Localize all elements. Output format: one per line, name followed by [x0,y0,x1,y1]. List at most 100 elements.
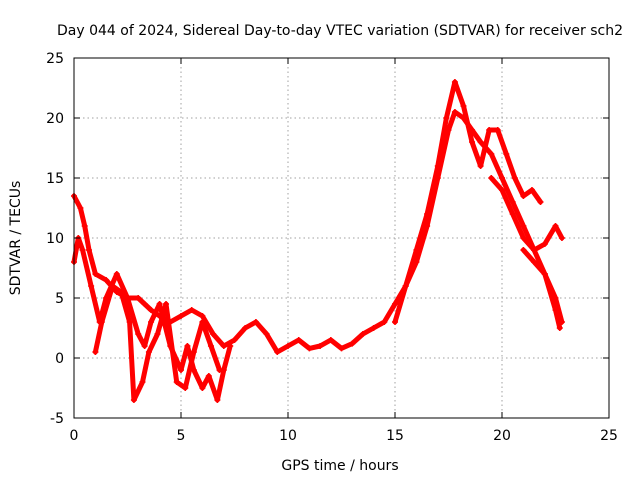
data-point-marker [178,367,184,373]
x-tick-label: 0 [70,428,79,444]
axis-layer: 0 5 10 15 20 25 -5 0 5 10 15 20 25 [46,51,618,444]
data-point-marker [556,325,563,331]
data-point-marker [541,271,548,277]
data-point-marker [451,79,458,85]
data-point-marker [552,223,559,229]
data-point-marker [210,331,217,337]
data-point-marker [520,235,527,241]
data-point-marker [509,211,516,217]
y-tick-label: 20 [46,111,64,127]
data-point-marker [494,127,501,133]
data-point-marker [402,283,409,289]
data-point-marker [81,223,88,229]
data-point-marker [231,337,238,343]
y-tick-label: 15 [46,171,64,187]
data-point-marker [392,319,398,325]
data-point-marker [295,337,302,343]
y-tick-label: 25 [46,51,64,67]
data-point-marker [520,247,527,253]
data-point-marker [242,325,249,331]
x-tick-label: 25 [600,428,618,444]
data-point-marker [173,379,180,385]
data-point-marker [509,199,516,205]
data-point-marker [79,247,86,253]
x-axis-label: GPS time / hours [281,458,398,474]
data-point-marker [285,343,291,349]
data-point-marker [216,367,223,373]
data-point-marker [413,247,420,253]
data-point-marker [317,343,324,349]
y-axis-label: SDTVAR / TECUs [8,181,24,296]
data-point-marker [156,301,163,307]
data-point-marker [145,349,152,355]
data-point-marker [349,340,356,347]
data-point-marker [148,319,155,325]
data-point-marker [141,343,148,349]
data-point-marker [178,313,184,319]
data-point-marker [370,325,377,331]
data-point-marker [488,151,495,157]
data-point-marker [499,175,505,181]
series-line-sat-c [92,283,222,403]
data-point-marker [528,187,535,193]
series-line-sat-e [488,175,565,253]
data-point-marker [381,319,388,325]
data-point-marker [531,247,538,253]
data-point-marker [139,379,146,385]
data-point-marker [306,345,313,352]
data-point-marker [274,349,281,355]
data-point-marker [92,349,99,355]
data-point-marker [182,385,189,391]
data-point-marker [338,345,345,352]
data-point-marker [520,223,527,229]
data-point-marker [199,313,206,319]
data-point-marker [148,307,155,313]
x-tick-label: 15 [386,428,404,444]
data-point-marker [98,319,105,325]
data-point-marker [443,115,450,121]
data-point-marker [486,127,493,133]
data-point-marker [558,235,565,241]
data-point-marker [141,301,148,307]
data-point-marker [214,397,221,403]
data-point-marker [541,241,548,247]
data-point-marker [499,187,505,193]
data-point-marker [184,343,191,349]
data-point-marker [537,199,544,205]
data-point-marker [469,139,476,145]
data-point-marker [88,283,95,289]
data-point-marker [109,283,116,289]
data-point-marker [163,301,170,307]
data-point-marker [552,307,559,313]
chart-title: Day 044 of 2024, Sidereal Day-to-day VTE… [57,23,623,39]
data-point-marker [130,397,137,403]
data-point-marker [135,331,142,337]
data-point-marker [220,343,227,349]
data-point-marker [92,271,99,277]
data-point-marker [103,277,110,283]
data-point-marker [85,247,92,253]
data-point-marker [327,337,334,343]
x-tick-label: 5 [177,428,186,444]
x-tick-label: 10 [279,428,297,444]
data-point-marker [124,295,131,301]
data-point-marker [392,301,398,307]
data-point-marker [503,151,510,157]
y-tick-label: 0 [55,351,64,367]
data-point-marker [434,163,441,169]
data-point-marker [531,259,538,265]
x-tick-label: 20 [493,428,511,444]
y-tick-label: -5 [50,411,64,427]
data-point-marker [477,163,484,169]
data-point-marker [199,385,206,391]
series-line-sat-a [71,109,565,355]
data-point-marker [207,343,214,349]
data-point-marker [252,319,259,325]
data-point-marker [118,289,125,295]
data-point-marker [77,205,84,211]
data-point-marker [188,307,195,313]
data-point-marker [154,331,161,337]
data-point-marker [511,175,518,181]
data-point-marker [227,343,234,349]
